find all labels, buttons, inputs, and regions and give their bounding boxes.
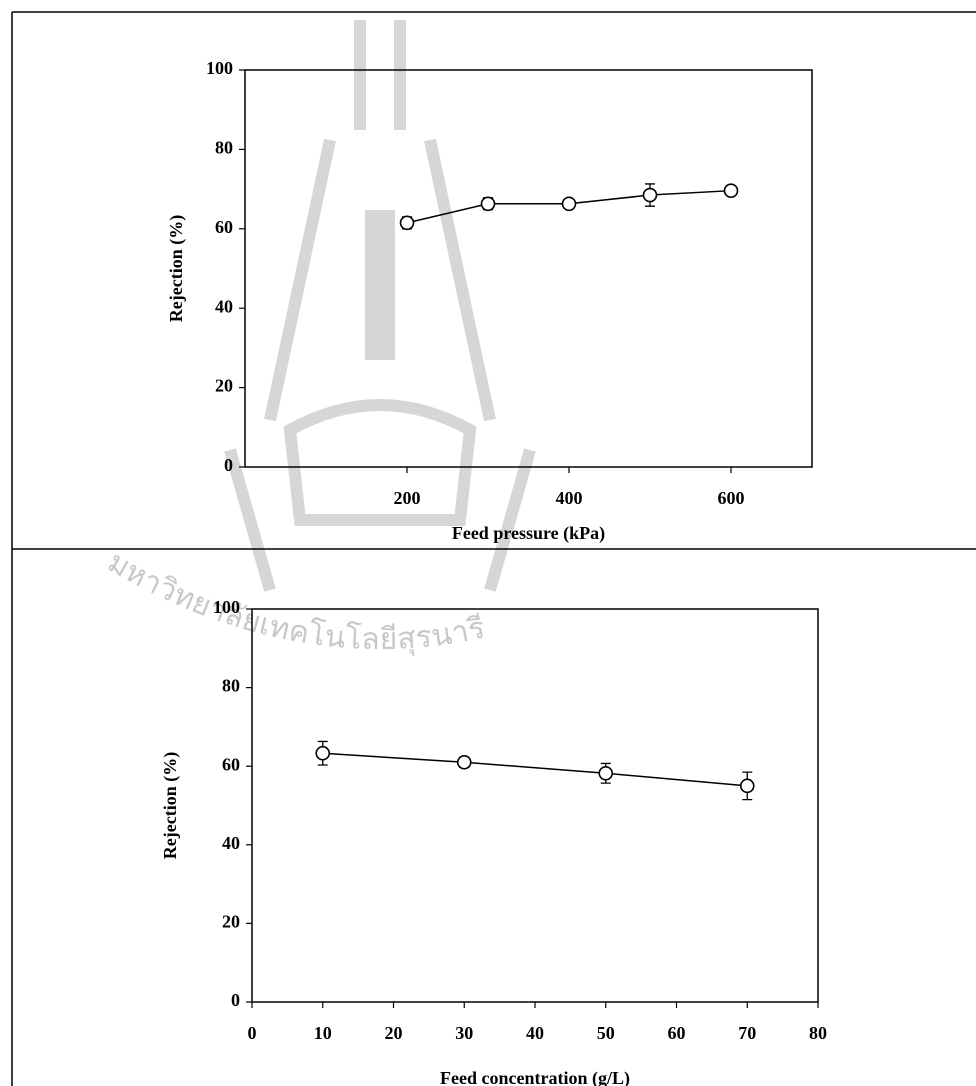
y-axis-label: Rejection (%) [166,215,187,322]
data-point [642,187,658,203]
data-point [456,754,472,770]
y-tick-label: 60 [222,754,240,774]
y-tick-label: 80 [222,676,240,696]
x-tick-label: 20 [385,1023,403,1043]
y-tick-label: 0 [231,990,240,1010]
x-tick-label: 400 [556,488,583,508]
plot-frame [251,608,819,1003]
x-tick-label: 10 [314,1023,332,1043]
series-line [322,752,748,787]
data-point [399,215,415,231]
plot-frame [244,69,813,468]
watermark-text-path: มหาวิทยาลัยเทคโนโลยีสุรนารี [102,544,488,657]
watermark-logo [224,20,536,592]
y-tick-label: 20 [215,376,233,396]
logo-base [283,399,477,526]
y-tick-label: 0 [224,455,233,475]
data-point [598,765,614,781]
logo-tower [264,20,496,422]
x-tick-label: 40 [526,1023,544,1043]
chart: 0 20 40 60 80 100 0 10 20 30 40 50 60 70 80 Feed concen… [160,597,827,1086]
data-point [723,183,739,198]
y-tick-label: 40 [215,296,233,316]
y-axis-label: Rejection (%) [160,752,181,859]
data-point [480,196,496,212]
chart: 0 20 40 60 80 100 200 400 600 Feed pressure (kPa)… [166,58,813,544]
x-tick-label: 600 [718,488,745,508]
data-point [739,778,755,794]
y-tick-label: 40 [222,833,240,853]
data-point [561,196,577,212]
logo-rays [224,448,536,592]
y-tick-label: 60 [215,217,233,237]
x-axis-label: Feed pressure (kPa) [452,523,605,544]
logo-statue [365,210,395,360]
x-tick-label: 80 [809,1023,827,1043]
y-tick-label: 100 [213,597,240,617]
x-axis-label: Feed concentration (g/L) [440,1068,630,1086]
x-tick-label: 60 [668,1023,686,1043]
y-tick-label: 100 [206,58,233,78]
y-tick-label: 80 [215,138,233,158]
x-tick-label: 0 [248,1023,257,1043]
x-tick-label: 200 [394,488,421,508]
x-tick-label: 50 [597,1023,615,1043]
x-tick-label: 70 [738,1023,756,1043]
x-tick-label: 30 [455,1023,473,1043]
frame [11,11,976,1086]
watermark-text: มหาวิทยาลัยเทคโนโลยีสุรนารี [102,544,488,657]
y-tick-label: 20 [222,912,240,932]
data-point [315,745,331,761]
